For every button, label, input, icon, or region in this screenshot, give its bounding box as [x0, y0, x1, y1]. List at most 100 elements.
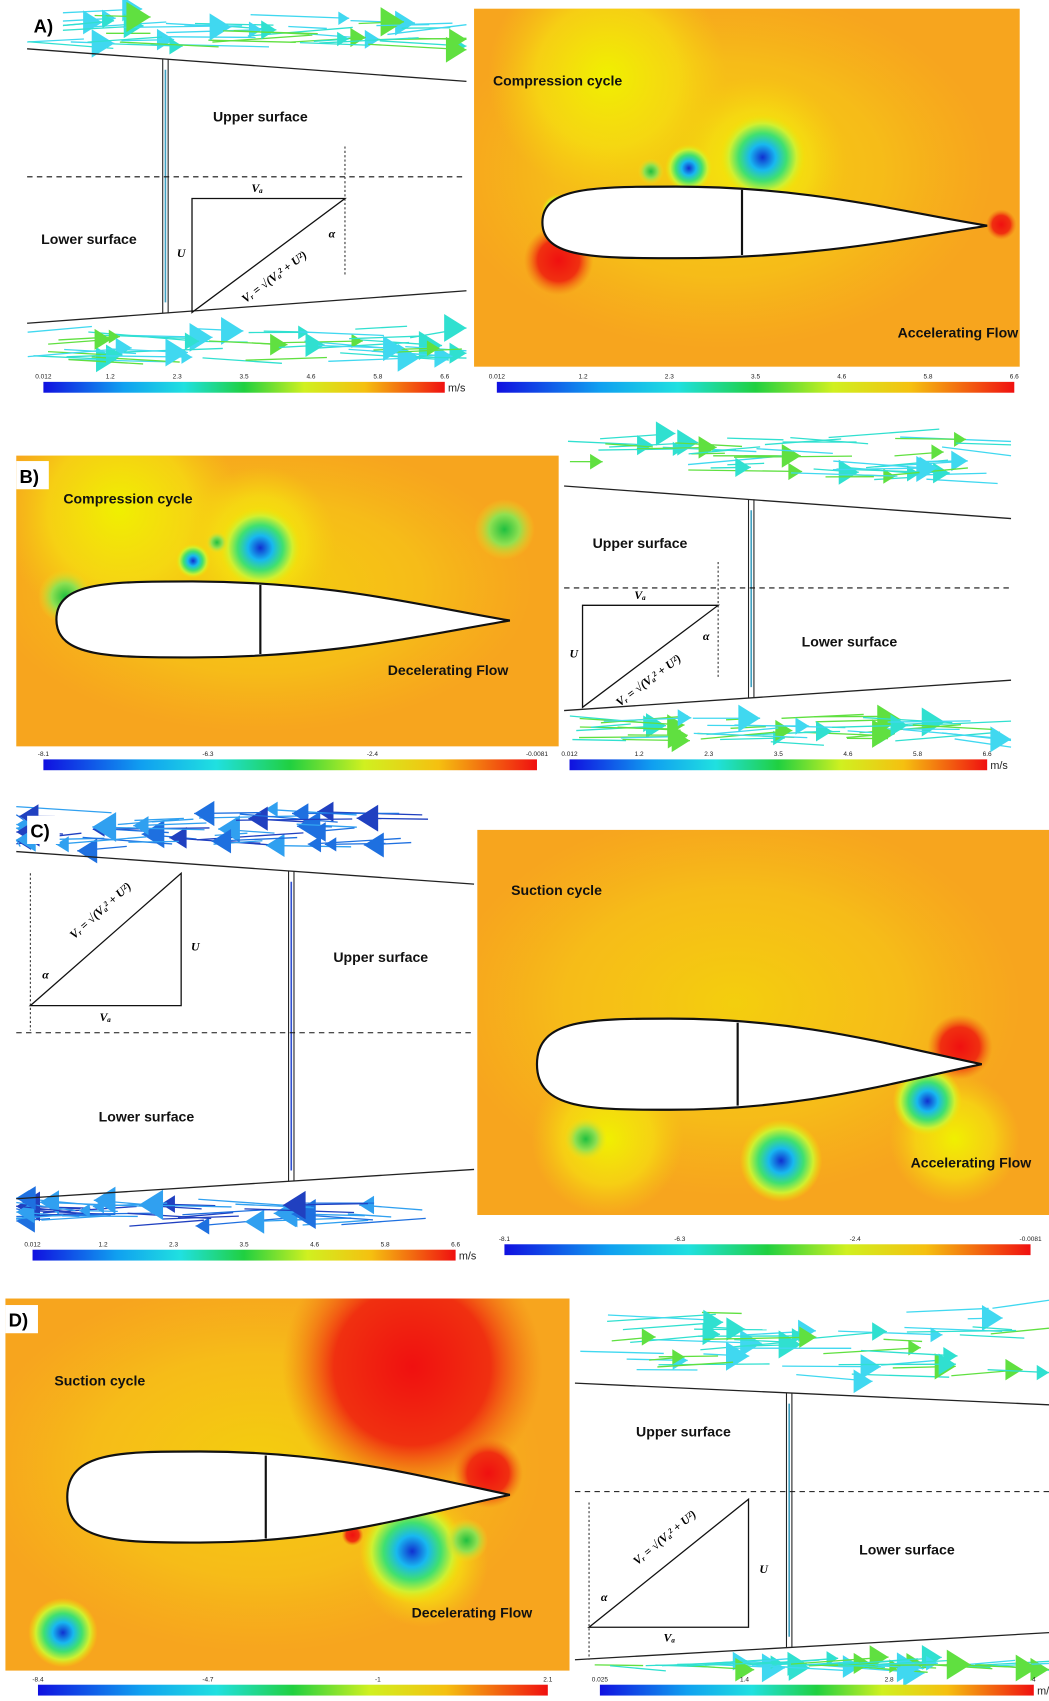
flow-streak	[245, 356, 327, 361]
flow-arrowhead	[181, 350, 193, 364]
panel-label-box	[30, 10, 63, 40]
flow-arrowhead	[184, 332, 199, 351]
contour-blob	[739, 1119, 823, 1202]
flow-streak	[790, 472, 898, 477]
contour-blob	[664, 144, 713, 193]
flow-arrowhead	[211, 829, 232, 854]
lower-surface-label: Lower surface	[802, 634, 898, 650]
flow-arrowhead	[169, 826, 187, 849]
colorbar-gradient	[599, 1684, 1034, 1696]
flow-streak	[756, 1664, 852, 1672]
contour-panel: Compression cycle Decelerating Flow	[16, 455, 559, 747]
colorbar-tick-label: 1.2	[635, 751, 644, 758]
flow-arrowhead	[305, 333, 325, 358]
flow-streak	[607, 1314, 717, 1321]
flow-arrowhead	[860, 1354, 881, 1380]
flow-streak	[982, 1660, 1049, 1666]
flow-arrowhead	[218, 815, 240, 843]
flow-arrowhead	[248, 21, 263, 38]
colorbar-tick-label: -1	[375, 1676, 381, 1683]
flow-streak	[387, 24, 467, 36]
flow-streak	[151, 818, 194, 823]
flow-streak	[675, 442, 743, 448]
flow-streak	[620, 736, 673, 739]
flow-arrowhead	[189, 323, 213, 352]
contour-field	[16, 455, 535, 732]
flow-arrowhead	[703, 1309, 724, 1335]
flow-arrowhead	[990, 726, 1012, 753]
colorbar-gradient	[569, 759, 988, 771]
colorbar-unit: m/s	[448, 383, 466, 395]
flow-streak	[15, 814, 25, 821]
flow-streak	[156, 1205, 202, 1210]
contour-blob	[488, 8, 727, 196]
flow-streak	[790, 436, 869, 445]
flow-arrowhead	[133, 816, 149, 836]
flow-streak	[182, 1208, 271, 1216]
airfoil	[535, 1017, 982, 1111]
flow-arrowhead	[383, 335, 404, 362]
flow-streak	[415, 356, 467, 359]
flow-arrowhead	[165, 338, 188, 367]
flow-arrowhead	[265, 833, 285, 858]
flow-streak	[283, 340, 363, 344]
flow-arrowhead	[92, 812, 117, 842]
flow-arrowhead	[338, 11, 350, 26]
flow-streak	[804, 730, 841, 733]
flow-streak	[686, 1660, 796, 1667]
flow-arrowhead	[738, 704, 761, 732]
flow-streak	[877, 1664, 925, 1670]
flow-streak	[727, 462, 765, 466]
flow-streak	[954, 738, 1012, 748]
velocity-triangle	[581, 604, 721, 709]
flow-streak	[157, 36, 256, 39]
cycle-label: Compression cycle	[493, 73, 622, 89]
flow-arrowhead	[671, 729, 690, 753]
flow-streak	[874, 476, 913, 481]
flow-streak	[906, 1307, 989, 1313]
colorbar-tick-label: 2.8	[885, 1676, 894, 1683]
colorbar-tick-label: 0.025	[592, 1676, 609, 1683]
colorbar-unit: m/s	[990, 760, 1008, 772]
flow-streak	[82, 836, 173, 845]
airfoil	[55, 580, 511, 659]
flow-streak	[15, 827, 18, 830]
flow-streak	[376, 24, 430, 27]
flow-streak	[47, 350, 115, 356]
flow-arrowhead	[637, 435, 654, 456]
panel-label: D)	[9, 1310, 28, 1331]
flow-streak	[688, 448, 737, 455]
colorbar-tick-label: 5.8	[381, 1241, 390, 1248]
colorbar-tick-label: -8.1	[38, 751, 50, 758]
contour-blob	[219, 506, 302, 590]
flow-streak	[941, 446, 1012, 457]
colorbar-gradient	[496, 381, 1015, 393]
flow-arrowhead	[872, 1322, 887, 1341]
flow-arrowhead	[869, 1645, 889, 1669]
panel-background	[16, 808, 475, 1226]
upper-surface-label: Upper surface	[593, 535, 688, 551]
flow-streak	[296, 823, 357, 828]
flow-arrowhead	[799, 1326, 817, 1348]
upper-surface-label: Upper surface	[636, 1423, 731, 1439]
flow-streak	[603, 717, 692, 722]
flow-streak	[307, 837, 401, 845]
alpha-label: α	[703, 629, 710, 643]
flow-arrowhead	[449, 28, 467, 51]
colorbar-tick-label: 0.012	[35, 374, 52, 381]
flow-streak	[734, 455, 853, 458]
flow-arrowhead	[307, 835, 322, 853]
upper-wall	[27, 48, 467, 83]
colorbar-tick-label: 1.2	[99, 1241, 108, 1248]
flow-label: Decelerating Flow	[412, 1604, 533, 1620]
flow-streak	[68, 358, 144, 365]
cycle-label: Suction cycle	[54, 1372, 145, 1388]
flow-streak	[319, 37, 419, 44]
alpha-label: α	[329, 227, 336, 241]
colorbar-gradient	[504, 1244, 1031, 1256]
colorbar-tick-label: 5.8	[913, 751, 922, 758]
flow-streak	[223, 30, 318, 35]
flow-streak	[27, 38, 84, 43]
flow-arrowhead	[931, 444, 944, 460]
flow-streak	[413, 22, 453, 25]
